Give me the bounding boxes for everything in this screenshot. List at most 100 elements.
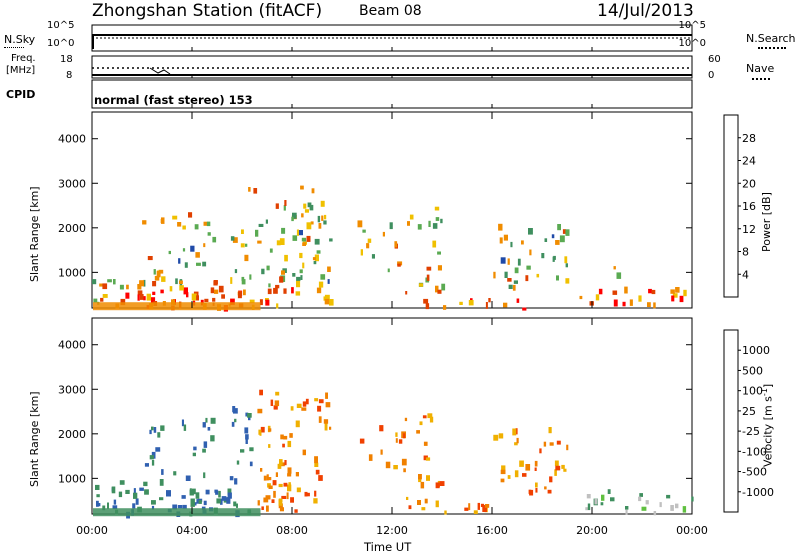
data-cell [257,240,262,244]
data-cell [651,289,656,295]
data-cell [585,507,590,511]
data-cell [435,217,440,221]
data-cell [135,498,139,505]
data-cell [281,270,285,275]
data-cell [278,499,283,506]
data-cell [126,284,129,290]
data-cell [249,274,252,280]
data-cell [379,425,384,432]
data-cell [280,434,284,440]
data-cell [203,472,206,479]
data-cell [258,429,262,435]
data-cell [327,279,330,284]
data-cell [278,483,283,488]
data-cell [227,492,232,499]
data-cell [645,500,649,505]
y-tick-label: 1000 [58,472,86,485]
data-cell [214,489,218,493]
colorbar-tick-label: -100 [742,445,767,458]
data-cell [324,298,330,305]
data-cell [625,509,628,515]
data-cell [275,391,280,396]
colorbar-tick-label: 1000 [742,344,770,357]
data-cell [314,398,319,402]
data-cell [512,284,516,291]
data-cell [301,407,307,411]
data-cell [233,501,237,507]
data-cell [155,447,161,452]
data-cell [389,222,393,230]
data-cell [566,444,569,451]
data-cell [212,297,216,302]
data-cell [561,464,565,469]
data-cell [169,286,173,292]
data-cell [296,229,299,236]
velocity-colorbar: 1000 500 100 25 -25 -100 -500 -1000 [723,329,774,513]
data-cell [231,421,235,427]
x-tick-label: 08:00 [276,524,308,537]
data-cell [133,492,138,499]
data-cell [613,299,618,307]
data-cell [202,448,206,453]
data-cell [507,278,512,282]
data-cell [296,487,301,493]
data-cell [296,280,301,288]
data-cell [172,504,178,510]
data-cell [182,504,187,509]
nsky-label: N.Sky [4,33,36,46]
data-cell [543,441,547,447]
data-cell [287,484,292,492]
data-cell [220,498,223,505]
data-cell [323,220,327,225]
data-cell [240,449,245,453]
y-tick-label: 4000 [58,339,86,352]
data-cell [312,257,316,261]
data-cell [202,261,207,267]
data-cell [300,275,303,280]
data-cell [143,279,146,287]
x-tick-label: 00:00 [676,524,708,537]
data-cell [314,254,319,262]
beam-label: Beam 08 [359,3,422,19]
data-cell [480,503,484,507]
data-cell [501,465,506,471]
data-cell [111,486,116,494]
data-cell [555,240,560,245]
data-cell [398,439,403,444]
data-cell [359,438,365,444]
cpid-mode: normal (fast stereo) 153 [94,93,253,107]
data-cell [529,249,532,256]
data-cell [366,243,370,249]
data-cell [261,506,264,510]
data-cell [648,288,652,294]
data-cell [579,295,583,300]
x-tick-label: 12:00 [376,524,408,537]
data-cell [586,494,591,499]
data-cell [156,270,161,278]
data-cell [151,426,154,431]
data-cell [306,222,312,230]
data-cell [302,262,305,269]
data-cell [565,278,570,284]
data-cell [245,412,249,417]
data-cell [268,428,272,432]
data-cell [393,465,398,470]
data-cell [196,262,201,266]
data-cell [292,212,297,219]
x-tick-label: 04:00 [176,524,208,537]
data-cell [214,289,219,294]
data-cell [418,283,423,287]
data-cell [417,500,421,505]
data-cell [290,497,294,503]
data-cell [616,272,622,279]
data-cell [522,307,527,311]
data-cell [682,506,687,513]
data-cell [257,500,260,506]
data-cell [229,476,234,481]
data-cell [459,301,463,305]
data-cell [534,460,538,467]
data-cell [329,299,334,306]
data-cell [407,221,410,226]
data-cell [286,492,289,500]
velocity-panel [91,317,694,519]
